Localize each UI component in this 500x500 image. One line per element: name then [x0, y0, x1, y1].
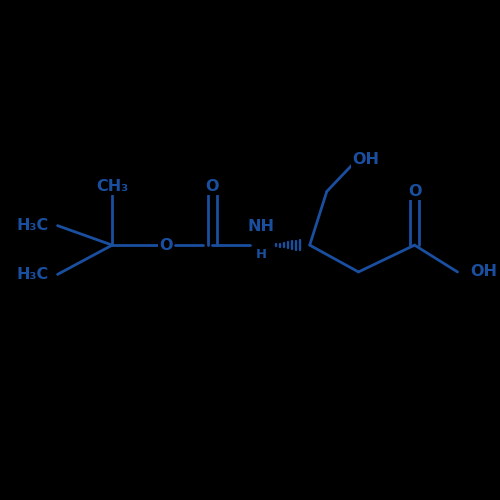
- Text: H₃C: H₃C: [16, 218, 49, 233]
- Text: O: O: [206, 179, 219, 194]
- Text: H₃C: H₃C: [16, 267, 49, 282]
- Text: CH₃: CH₃: [96, 179, 128, 194]
- Text: NH: NH: [248, 220, 274, 234]
- Text: O: O: [408, 184, 422, 199]
- Text: OH: OH: [352, 152, 380, 168]
- Text: H: H: [256, 248, 266, 260]
- Text: OH: OH: [470, 264, 498, 280]
- Text: O: O: [159, 238, 172, 252]
